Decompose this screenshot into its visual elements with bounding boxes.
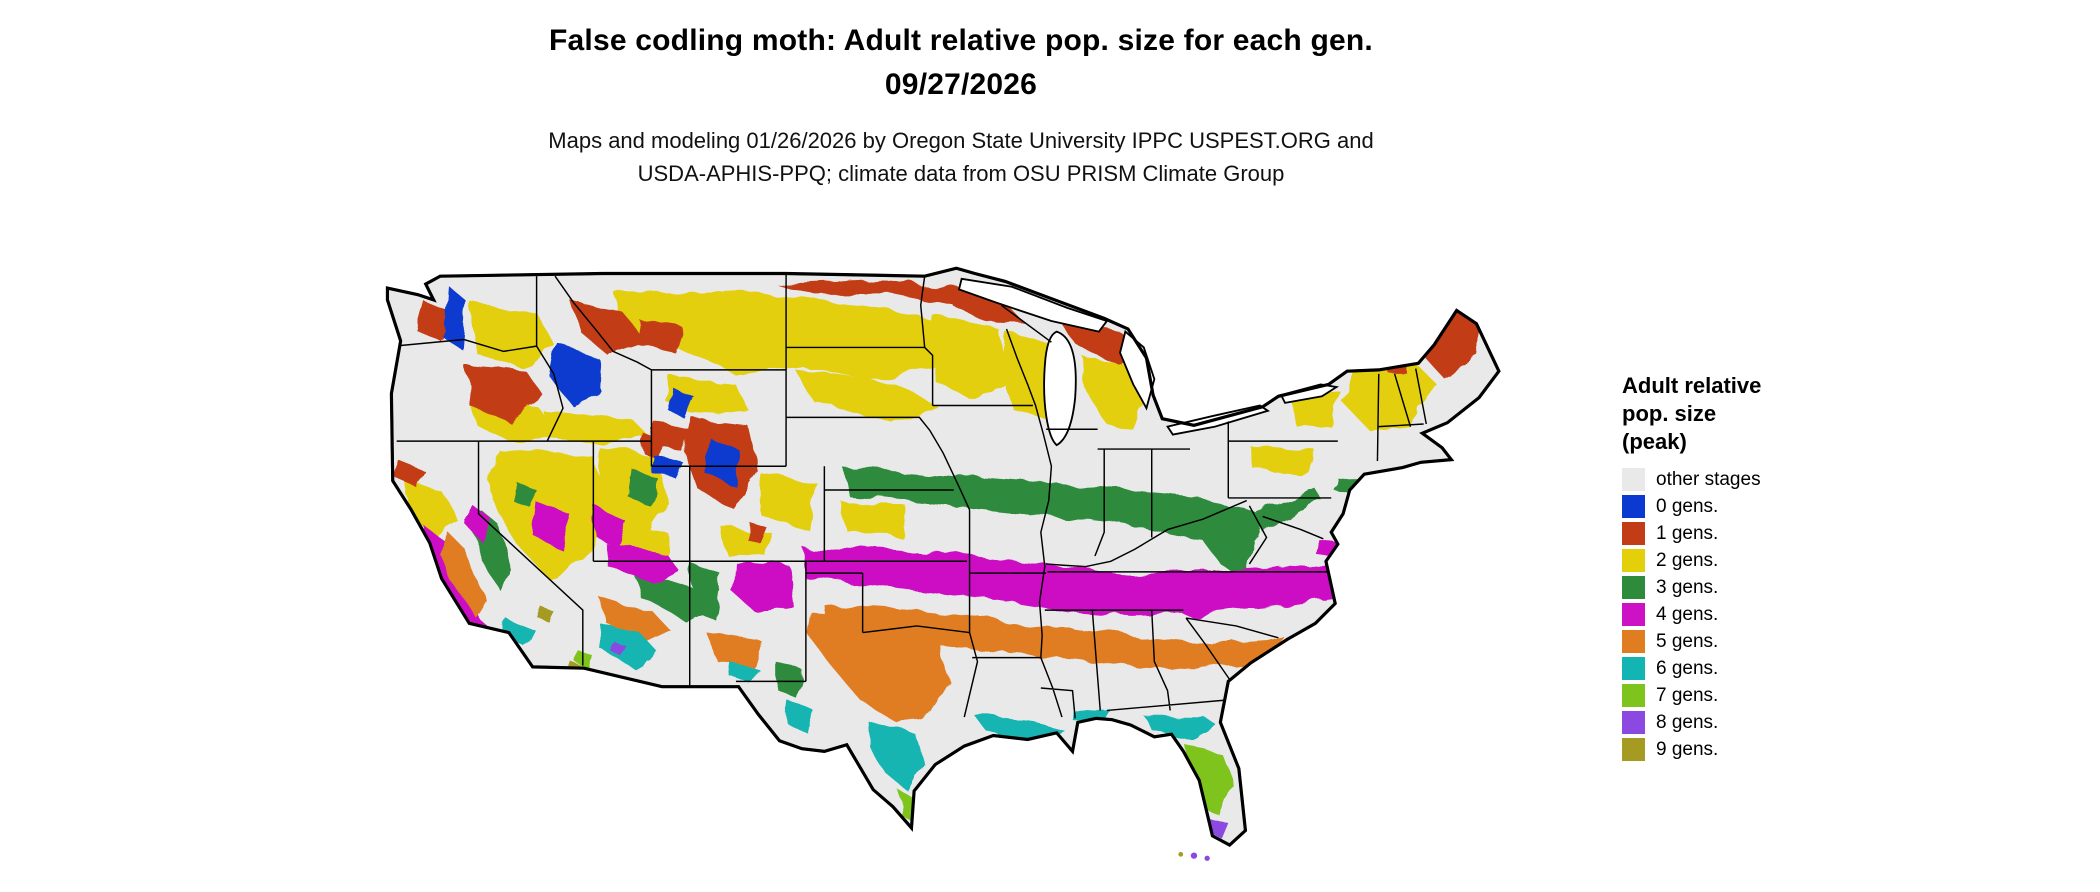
legend-label: 9 gens. bbox=[1656, 739, 1719, 760]
legend-label: 3 gens. bbox=[1656, 577, 1719, 598]
legend-label: 0 gens. bbox=[1656, 496, 1719, 517]
legend-label: 8 gens. bbox=[1656, 712, 1719, 733]
us-generations-map bbox=[338, 226, 1580, 886]
map-credit-line1: Maps and modeling 01/26/2026 by Oregon S… bbox=[548, 128, 1374, 153]
map-date: 09/27/2026 bbox=[884, 68, 1038, 101]
legend-swatch-6-gens bbox=[1622, 657, 1645, 680]
legend-title: Adult relative pop. size (peak) bbox=[1622, 372, 1852, 456]
map-credit-line2: USDA-APHIS-PPQ; climate data from OSU PR… bbox=[637, 161, 1285, 186]
legend-swatch-other-stages bbox=[1622, 468, 1645, 491]
legend-swatch-4-gens bbox=[1622, 603, 1645, 626]
legend-label: 7 gens. bbox=[1656, 685, 1719, 706]
lake-superior bbox=[957, 277, 1109, 333]
map-title: False codling moth: Adult relative pop. … bbox=[549, 24, 1373, 57]
legend-item: 1 gens. bbox=[1622, 522, 1852, 545]
legend-swatch-1-gens bbox=[1622, 522, 1645, 545]
state-borders bbox=[393, 273, 1427, 719]
legend-swatch-7-gens bbox=[1622, 684, 1645, 707]
legend-label: 1 gens. bbox=[1656, 523, 1719, 544]
legend-item: 9 gens. bbox=[1622, 738, 1852, 761]
legend-item: 0 gens. bbox=[1622, 495, 1852, 518]
legend-label: 6 gens. bbox=[1656, 658, 1719, 679]
legend-label: 5 gens. bbox=[1656, 631, 1719, 652]
florida-keys-dots bbox=[1178, 851, 1210, 861]
us-map-svg bbox=[385, 266, 1501, 861]
legend-item: 5 gens. bbox=[1622, 630, 1852, 653]
legend-items: other stages 0 gens. 1 gens. 2 gens. 3 g… bbox=[1622, 468, 1852, 761]
legend-swatch-8-gens bbox=[1622, 711, 1645, 734]
legend-swatch-5-gens bbox=[1622, 630, 1645, 653]
legend-item: other stages bbox=[1622, 468, 1852, 491]
lake-michigan bbox=[1043, 330, 1077, 447]
legend-item: 3 gens. bbox=[1622, 576, 1852, 599]
legend-swatch-2-gens bbox=[1622, 549, 1645, 572]
legend-swatch-9-gens bbox=[1622, 738, 1645, 761]
lake-huron bbox=[1119, 329, 1156, 411]
legend-swatch-3-gens bbox=[1622, 576, 1645, 599]
legend-label: 2 gens. bbox=[1656, 550, 1719, 571]
legend-item: 8 gens. bbox=[1622, 711, 1852, 734]
lake-ontario bbox=[1279, 383, 1340, 404]
legend-title-line: (peak) bbox=[1622, 429, 1687, 454]
legend-item: 2 gens. bbox=[1622, 549, 1852, 572]
legend-swatch-0-gens bbox=[1622, 495, 1645, 518]
legend-label: other stages bbox=[1656, 469, 1761, 490]
legend: Adult relative pop. size (peak) other st… bbox=[1622, 372, 1852, 765]
legend-label: 4 gens. bbox=[1656, 604, 1719, 625]
legend-item: 6 gens. bbox=[1622, 657, 1852, 680]
legend-title-line: Adult relative bbox=[1622, 373, 1762, 398]
legend-title-line: pop. size bbox=[1622, 401, 1717, 426]
legend-item: 4 gens. bbox=[1622, 603, 1852, 626]
legend-item: 7 gens. bbox=[1622, 684, 1852, 707]
